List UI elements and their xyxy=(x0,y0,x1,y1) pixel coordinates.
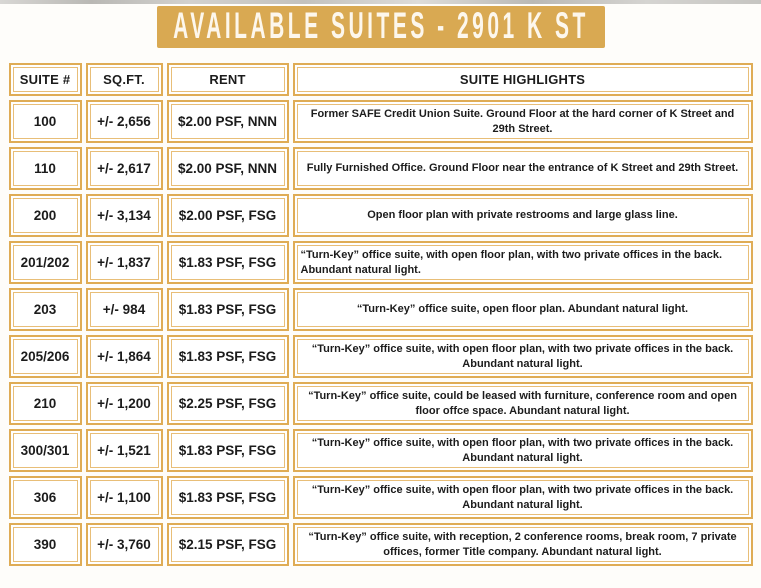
suite-number-cell: 306 xyxy=(8,476,82,519)
suite-number-cell: 210 xyxy=(8,382,82,425)
rent-cell: $2.15 PSF, FSG xyxy=(166,523,289,566)
rent-cell: $2.00 PSF, NNN xyxy=(166,100,289,143)
table-header: SUITE # SQ.FT. RENT SUITE HIGHLIGHTS xyxy=(8,63,753,96)
suite-number-cell: 110 xyxy=(8,147,82,190)
sqft-cell: +/- 984 xyxy=(85,288,163,331)
table-row: 110 +/- 2,617 $2.00 PSF, NNN Fully Furni… xyxy=(8,147,753,190)
table-row: 203 +/- 984 $1.83 PSF, FSG “Turn-Key” of… xyxy=(8,288,753,331)
suite-highlights-cell: Former SAFE Credit Union Suite. Ground F… xyxy=(292,100,753,143)
page-title: AVAILABLE SUITES - 2901 K ST xyxy=(172,6,589,47)
header-rent: RENT xyxy=(166,63,289,96)
suite-number-cell: 201/202 xyxy=(8,241,82,284)
suite-highlights-cell: “Turn-Key” office suite, with open floor… xyxy=(292,241,753,284)
top-edge-strip xyxy=(0,0,761,4)
table-row: 200 +/- 3,134 $2.00 PSF, FSG Open floor … xyxy=(8,194,753,237)
suites-table: SUITE # SQ.FT. RENT SUITE HIGHLIGHTS 100… xyxy=(5,59,757,570)
sqft-cell: +/- 1,100 xyxy=(85,476,163,519)
table-row: 100 +/- 2,656 $2.00 PSF, NNN Former SAFE… xyxy=(8,100,753,143)
suite-highlights-cell: “Turn-Key” office suite, open floor plan… xyxy=(292,288,753,331)
suite-number-cell: 203 xyxy=(8,288,82,331)
suite-highlights-cell: “Turn-Key” office suite, with open floor… xyxy=(292,429,753,472)
sqft-cell: +/- 1,200 xyxy=(85,382,163,425)
header-suite-highlights: SUITE HIGHLIGHTS xyxy=(292,63,753,96)
header-suite-number: SUITE # xyxy=(8,63,82,96)
suites-table-body: 100 +/- 2,656 $2.00 PSF, NNN Former SAFE… xyxy=(8,100,753,566)
suite-highlights-cell: “Turn-Key” office suite, with open floor… xyxy=(292,476,753,519)
suite-highlights-cell: “Turn-Key” office suite, with open floor… xyxy=(292,335,753,378)
sqft-cell: +/- 1,521 xyxy=(85,429,163,472)
sqft-cell: +/- 3,760 xyxy=(85,523,163,566)
sqft-cell: +/- 1,864 xyxy=(85,335,163,378)
table-row: 300/301 +/- 1,521 $1.83 PSF, FSG “Turn-K… xyxy=(8,429,753,472)
rent-cell: $1.83 PSF, FSG xyxy=(166,476,289,519)
rent-cell: $1.83 PSF, FSG xyxy=(166,335,289,378)
suite-highlights-cell: “Turn-Key” office suite, with reception,… xyxy=(292,523,753,566)
table-row: 306 +/- 1,100 $1.83 PSF, FSG “Turn-Key” … xyxy=(8,476,753,519)
suite-number-cell: 390 xyxy=(8,523,82,566)
suite-number-cell: 200 xyxy=(8,194,82,237)
suite-highlights-cell: “Turn-Key” office suite, could be leased… xyxy=(292,382,753,425)
suite-number-cell: 205/206 xyxy=(8,335,82,378)
table-row: 210 +/- 1,200 $2.25 PSF, FSG “Turn-Key” … xyxy=(8,382,753,425)
header-sqft: SQ.FT. xyxy=(85,63,163,96)
rent-cell: $1.83 PSF, FSG xyxy=(166,241,289,284)
sqft-cell: +/- 2,656 xyxy=(85,100,163,143)
suite-highlights-cell: Fully Furnished Office. Ground Floor nea… xyxy=(292,147,753,190)
title-banner: AVAILABLE SUITES - 2901 K ST xyxy=(156,6,605,48)
suite-number-cell: 300/301 xyxy=(8,429,82,472)
rent-cell: $2.00 PSF, NNN xyxy=(166,147,289,190)
suite-highlights-cell: Open floor plan with private restrooms a… xyxy=(292,194,753,237)
sqft-cell: +/- 3,134 xyxy=(85,194,163,237)
suite-number-cell: 100 xyxy=(8,100,82,143)
rent-cell: $2.00 PSF, FSG xyxy=(166,194,289,237)
sqft-cell: +/- 2,617 xyxy=(85,147,163,190)
sqft-cell: +/- 1,837 xyxy=(85,241,163,284)
table-row: 201/202 +/- 1,837 $1.83 PSF, FSG “Turn-K… xyxy=(8,241,753,284)
rent-cell: $1.83 PSF, FSG xyxy=(166,429,289,472)
table-row: 390 +/- 3,760 $2.15 PSF, FSG “Turn-Key” … xyxy=(8,523,753,566)
rent-cell: $2.25 PSF, FSG xyxy=(166,382,289,425)
table-row: 205/206 +/- 1,864 $1.83 PSF, FSG “Turn-K… xyxy=(8,335,753,378)
rent-cell: $1.83 PSF, FSG xyxy=(166,288,289,331)
header-row: SUITE # SQ.FT. RENT SUITE HIGHLIGHTS xyxy=(8,63,753,96)
